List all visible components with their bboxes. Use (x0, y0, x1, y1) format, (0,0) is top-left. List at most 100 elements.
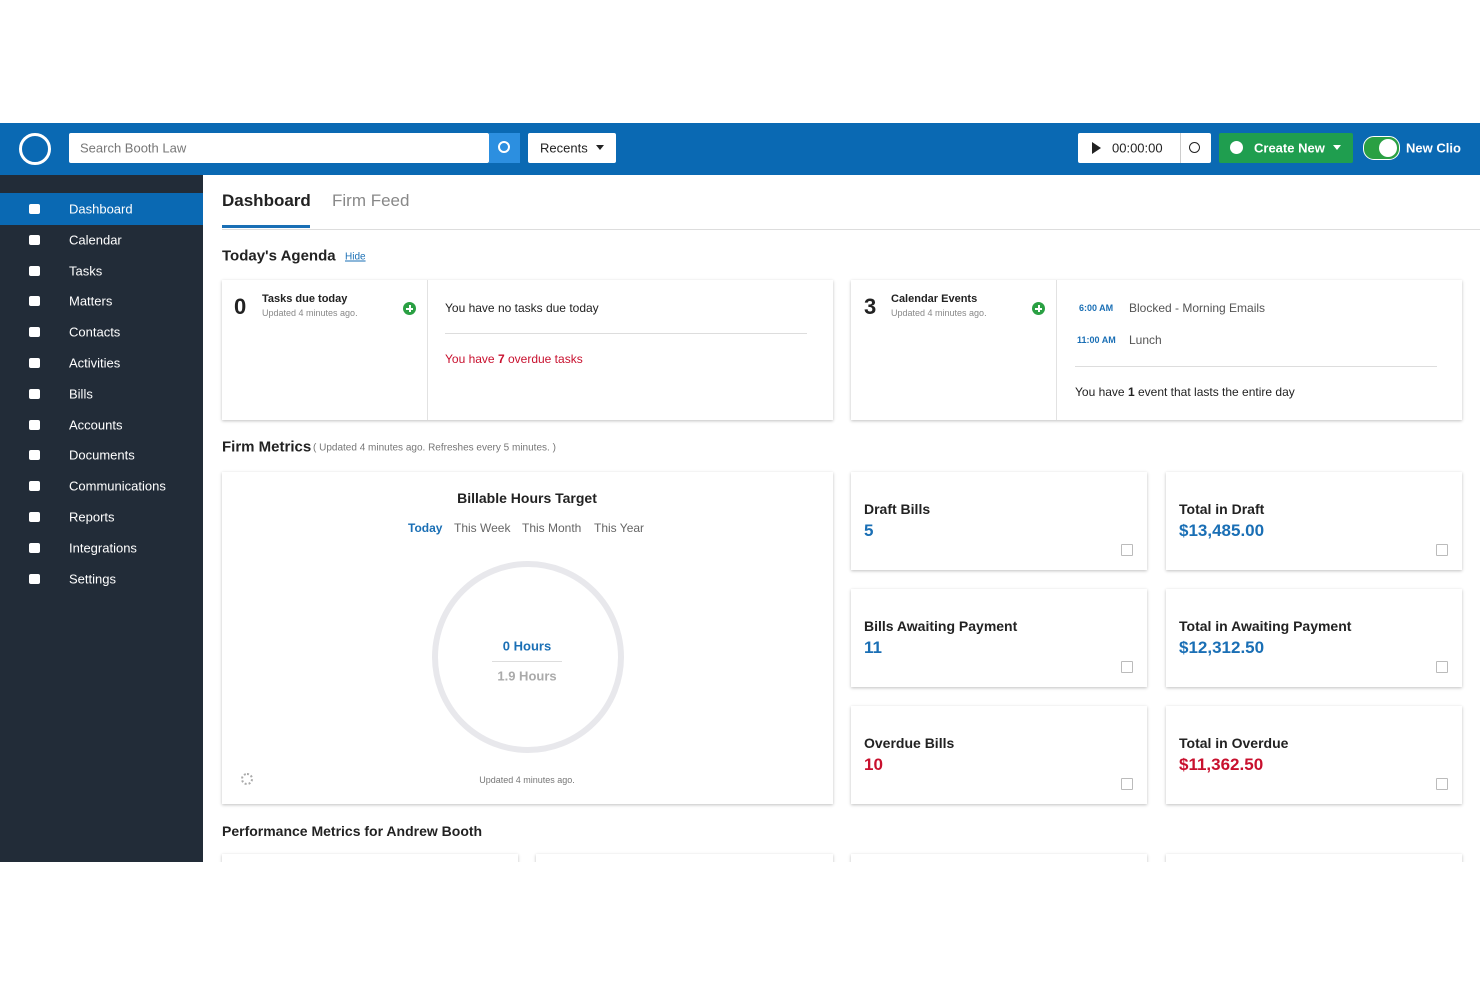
tabs-rule (222, 229, 1480, 230)
perf-card (1166, 854, 1462, 862)
nav-label: Activities (69, 355, 121, 371)
open-link-icon[interactable] (1436, 778, 1448, 790)
nav-label: Dashboard (69, 201, 133, 217)
nav-item[interactable]: Documents (0, 439, 203, 471)
metric-label: Draft Bills (864, 501, 931, 517)
nav-icon (29, 450, 40, 461)
metric-value: 11 (864, 638, 882, 657)
metric-card: Overdue Bills 10 (851, 706, 1147, 804)
nav-label: Matters (69, 293, 113, 309)
nav-label: Settings (69, 571, 116, 587)
text: You have (445, 352, 495, 366)
recents-button[interactable]: Recents (528, 133, 616, 163)
metric-card: Total in Awaiting Payment $12,312.50 (1166, 589, 1462, 687)
metric-card: Bills Awaiting Payment 11 (851, 589, 1147, 687)
nav-item[interactable]: Accounts (0, 409, 203, 441)
play-icon[interactable] (1092, 142, 1101, 154)
nav-icon (29, 296, 40, 307)
open-link-icon[interactable] (1121, 661, 1133, 673)
event-title[interactable]: Lunch (1129, 333, 1162, 347)
overdue-count: 7 (497, 352, 505, 366)
nav-item[interactable]: Integrations (0, 532, 203, 564)
nav-item[interactable]: Communications (0, 470, 203, 502)
nav-label: Contacts (69, 324, 121, 340)
divider (1056, 280, 1057, 420)
create-new-button[interactable]: Create New (1219, 133, 1353, 163)
open-link-icon[interactable] (1436, 661, 1448, 673)
create-new-label: Create New (1254, 140, 1325, 156)
progress-ring (432, 561, 624, 753)
events-label: Calendar Events (891, 293, 978, 305)
nav-icon (29, 481, 40, 492)
nav-item[interactable]: Settings (0, 563, 203, 595)
text: You have (1075, 385, 1125, 399)
metric-value: $13,485.00 (1179, 521, 1265, 540)
hide-link[interactable]: Hide (345, 251, 366, 263)
nav-label: Bills (69, 386, 93, 402)
perf-card (536, 854, 833, 862)
search-input[interactable]: Search Booth Law (69, 133, 489, 163)
metric-label: Total in Draft (1179, 501, 1265, 517)
nav-label: Tasks (69, 263, 103, 279)
billable-card: Billable Hours Target Today This Week This… (222, 472, 833, 804)
tab[interactable]: Firm Feed (332, 191, 410, 210)
rule (492, 661, 562, 662)
tasks-label: Tasks due today (262, 293, 348, 305)
clock-icon[interactable] (1189, 142, 1200, 153)
open-link-icon[interactable] (1436, 544, 1448, 556)
period-tab[interactable]: This Month (522, 521, 582, 535)
nav-label: Communications (69, 478, 166, 494)
nav-item[interactable]: Bills (0, 378, 203, 410)
section-title: Firm Metrics (222, 438, 312, 456)
divider (427, 280, 428, 420)
logo[interactable] (19, 133, 51, 165)
section-title: Today's Agenda (222, 247, 336, 265)
perf-card (851, 854, 1147, 862)
nav-label: Accounts (69, 417, 123, 433)
search-button[interactable] (489, 133, 520, 163)
add-task[interactable] (403, 302, 416, 315)
nav-icon (29, 573, 40, 584)
nav-icon (29, 204, 40, 214)
metric-value: 10 (864, 755, 883, 774)
open-link-icon[interactable] (1121, 778, 1133, 790)
new-clio-toggle[interactable] (1363, 136, 1400, 160)
settings-gear[interactable] (241, 773, 253, 785)
nav-item[interactable]: Tasks (0, 255, 203, 287)
nav-item[interactable]: Contacts (0, 316, 203, 348)
nav-label: Calendar (69, 232, 122, 248)
period-tab[interactable]: This Year (594, 521, 645, 535)
nav-item[interactable]: Matters (0, 285, 203, 317)
nav-item[interactable]: Dashboard (0, 193, 203, 225)
text: event that lasts the entire day (1137, 385, 1295, 399)
nav-item[interactable]: Calendar (0, 224, 203, 256)
hours-target: 1.9 Hours (497, 668, 557, 684)
app: Search Booth Law Recents 00:00:00 Create… (0, 123, 1480, 862)
period-tab[interactable]: Today (408, 521, 443, 535)
nav-item[interactable]: Activities (0, 347, 203, 379)
tab[interactable]: Dashboard (222, 191, 311, 210)
metric-label: Bills Awaiting Payment (864, 618, 1018, 634)
nav-item[interactable]: Reports (0, 501, 203, 533)
nav-label: Integrations (69, 540, 137, 556)
plus-icon (1230, 141, 1243, 154)
metric-card: Total in Draft $13,485.00 (1166, 472, 1462, 570)
nav-label: Reports (69, 509, 115, 525)
perf-card (222, 854, 518, 862)
metric-card: Total in Overdue $11,362.50 (1166, 706, 1462, 804)
all-day-text: You have 1 event that lasts the entire d… (1075, 385, 1295, 399)
nav-icon (29, 265, 40, 276)
event-title[interactable]: Blocked - Morning Emails (1129, 301, 1266, 315)
nav-icon (29, 419, 40, 430)
overdue-text[interactable]: You have 7 overdue tasks (445, 352, 583, 366)
period-tab[interactable]: This Week (454, 521, 511, 535)
billable-title: Billable Hours Target (457, 490, 597, 506)
hours-value: 0 Hours (502, 638, 552, 654)
open-link-icon[interactable] (1121, 544, 1133, 556)
search-icon (498, 141, 510, 153)
caret (1333, 145, 1341, 154)
tasks-card: 0 Tasks due today Updated 4 minutes ago.… (222, 280, 833, 420)
timer[interactable]: 00:00:00 (1078, 133, 1211, 163)
add-event[interactable] (1032, 302, 1045, 315)
